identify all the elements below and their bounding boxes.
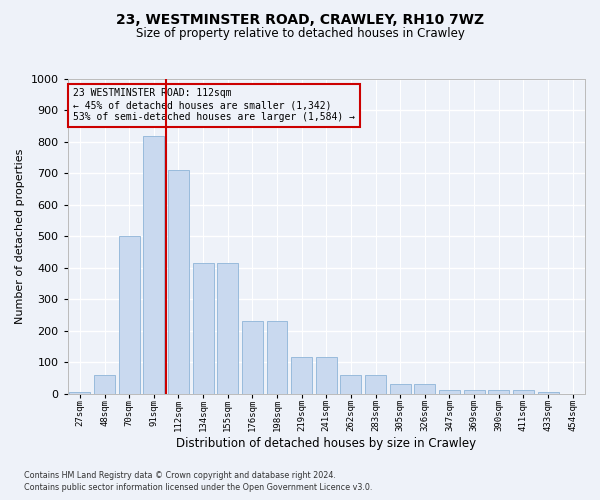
Bar — [513, 390, 534, 394]
Bar — [538, 392, 559, 394]
Bar — [316, 358, 337, 394]
Bar — [291, 358, 312, 394]
Bar — [242, 322, 263, 394]
Bar — [340, 375, 361, 394]
Bar — [94, 375, 115, 394]
Bar — [119, 236, 140, 394]
Y-axis label: Number of detached properties: Number of detached properties — [15, 148, 25, 324]
Bar — [143, 136, 164, 394]
Bar — [415, 384, 436, 394]
Text: 23, WESTMINSTER ROAD, CRAWLEY, RH10 7WZ: 23, WESTMINSTER ROAD, CRAWLEY, RH10 7WZ — [116, 12, 484, 26]
Text: 23 WESTMINSTER ROAD: 112sqm
← 45% of detached houses are smaller (1,342)
53% of : 23 WESTMINSTER ROAD: 112sqm ← 45% of det… — [73, 88, 355, 122]
Bar — [488, 390, 509, 394]
Text: Size of property relative to detached houses in Crawley: Size of property relative to detached ho… — [136, 28, 464, 40]
Bar — [193, 263, 214, 394]
X-axis label: Distribution of detached houses by size in Crawley: Distribution of detached houses by size … — [176, 437, 476, 450]
Bar — [70, 392, 91, 394]
Bar — [266, 322, 287, 394]
Bar — [464, 390, 485, 394]
Text: Contains public sector information licensed under the Open Government Licence v3: Contains public sector information licen… — [24, 484, 373, 492]
Bar — [217, 263, 238, 394]
Text: Contains HM Land Registry data © Crown copyright and database right 2024.: Contains HM Land Registry data © Crown c… — [24, 471, 336, 480]
Bar — [439, 390, 460, 394]
Bar — [390, 384, 410, 394]
Bar — [168, 170, 189, 394]
Bar — [365, 375, 386, 394]
